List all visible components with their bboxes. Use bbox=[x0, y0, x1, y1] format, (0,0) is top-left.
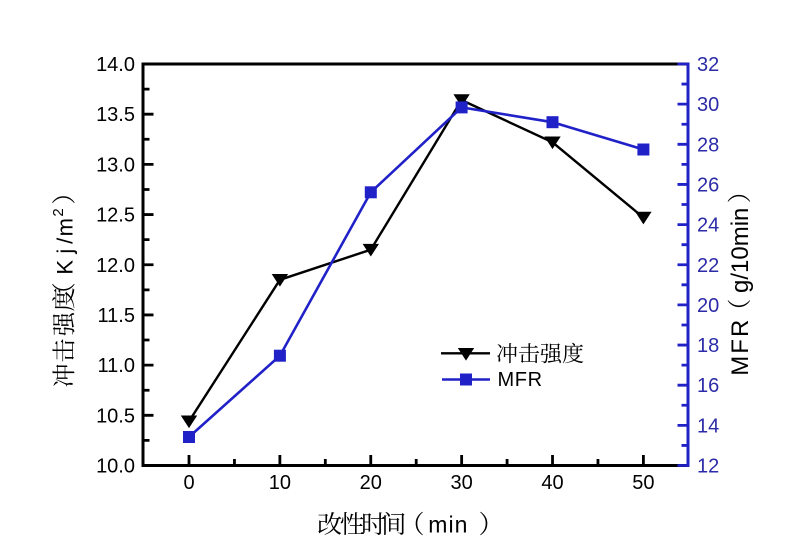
svg-text:24: 24 bbox=[697, 215, 719, 237]
svg-text:14.0: 14.0 bbox=[96, 54, 135, 76]
svg-text:10.5: 10.5 bbox=[96, 405, 135, 427]
svg-text:m: m bbox=[53, 218, 78, 236]
svg-text:2: 2 bbox=[50, 208, 67, 216]
svg-text:20: 20 bbox=[360, 472, 382, 494]
svg-text:16: 16 bbox=[697, 375, 719, 397]
svg-text:11.0: 11.0 bbox=[98, 355, 135, 377]
svg-text:13.5: 13.5 bbox=[96, 104, 135, 126]
svg-text:26: 26 bbox=[697, 174, 719, 196]
svg-text:30: 30 bbox=[697, 94, 719, 116]
svg-text:30: 30 bbox=[450, 472, 472, 494]
svg-text:22: 22 bbox=[697, 255, 719, 277]
svg-text:11.5: 11.5 bbox=[98, 305, 135, 327]
svg-text:14: 14 bbox=[697, 415, 719, 437]
svg-text:MFR: MFR bbox=[498, 369, 543, 391]
svg-text:20: 20 bbox=[697, 295, 719, 317]
svg-text:min: min bbox=[428, 512, 468, 538]
svg-text:12: 12 bbox=[697, 456, 719, 478]
svg-text:K: K bbox=[53, 260, 78, 275]
svg-text:/: / bbox=[53, 237, 78, 244]
svg-text:50: 50 bbox=[632, 472, 654, 494]
svg-text:28: 28 bbox=[697, 134, 719, 156]
svg-text:10: 10 bbox=[269, 472, 291, 494]
svg-text:10.0: 10.0 bbox=[96, 456, 135, 478]
svg-text:g/10min: g/10min bbox=[727, 208, 754, 293]
svg-text:12.0: 12.0 bbox=[96, 255, 135, 277]
svg-text:18: 18 bbox=[697, 335, 719, 357]
svg-text:40: 40 bbox=[541, 472, 563, 494]
svg-text:13.0: 13.0 bbox=[96, 154, 135, 176]
svg-text:0: 0 bbox=[183, 472, 194, 494]
svg-text:32: 32 bbox=[697, 54, 719, 76]
svg-text:MFR: MFR bbox=[727, 318, 754, 376]
svg-text:12.5: 12.5 bbox=[96, 205, 135, 227]
svg-text:j: j bbox=[53, 249, 78, 255]
